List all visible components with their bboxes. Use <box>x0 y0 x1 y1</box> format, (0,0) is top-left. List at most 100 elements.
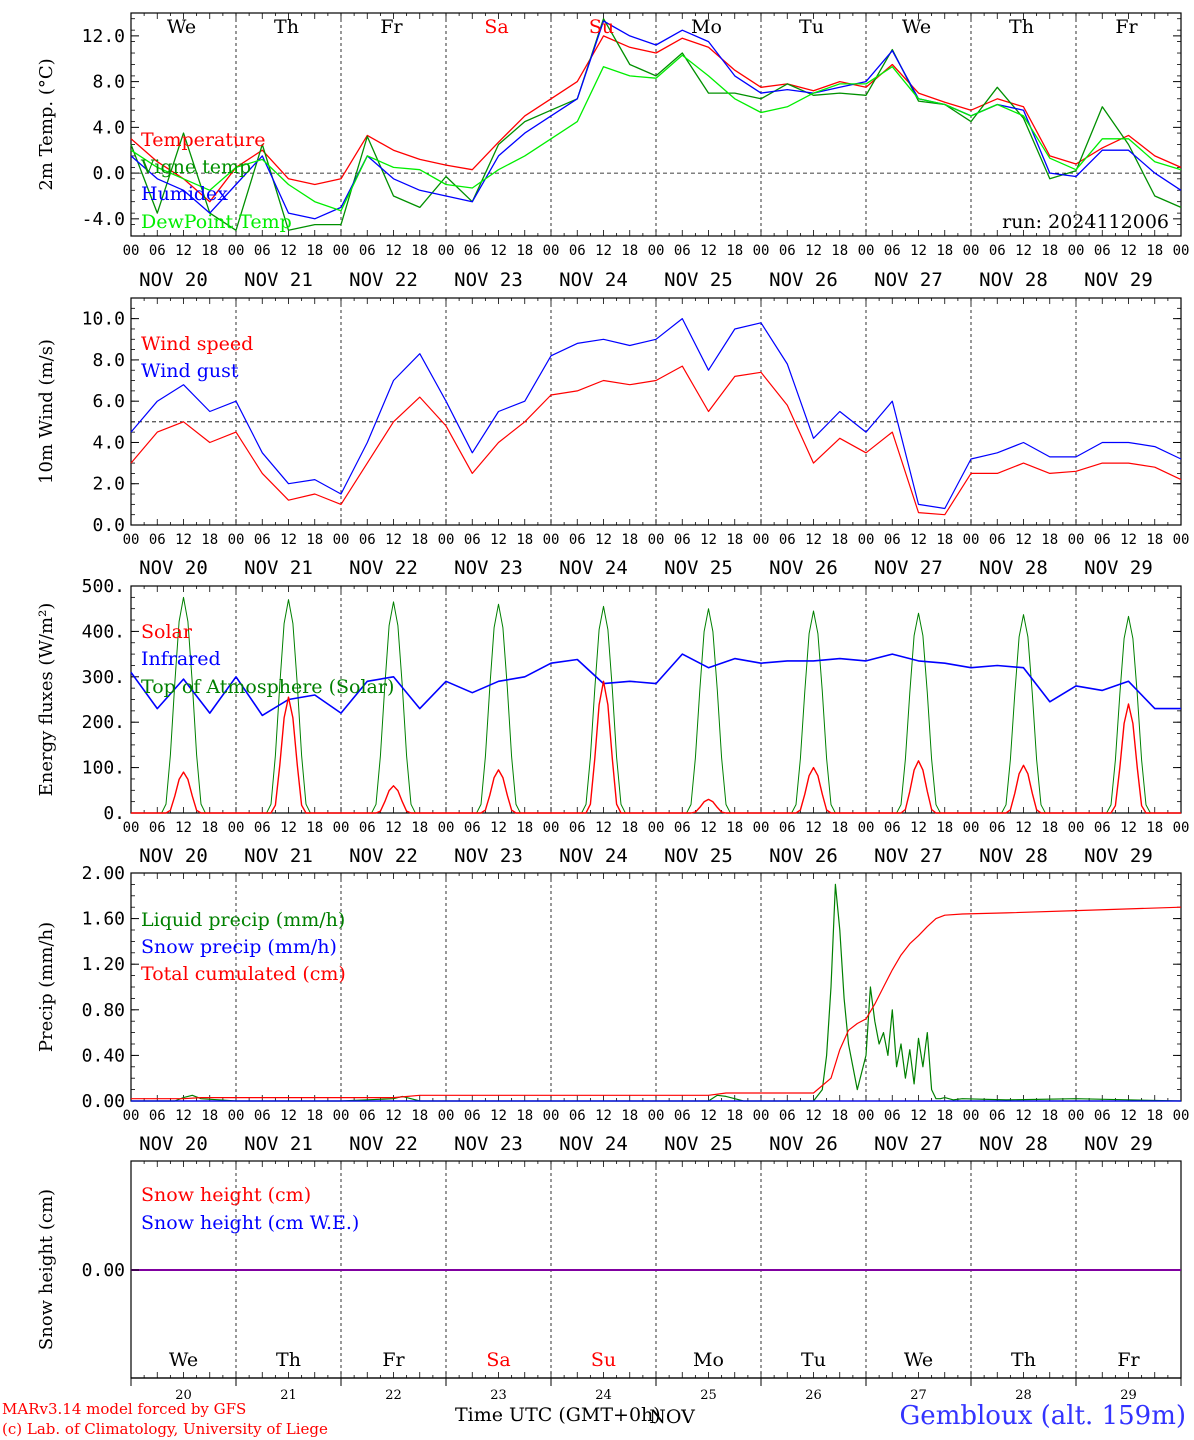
legend-entry: Liquid precip (mm/h) <box>141 909 345 931</box>
hour-tick-label: 18 <box>1041 243 1058 259</box>
panel-2: 0.0 2.0 4.0 6.0 8.0 10.0 10m Wind (m/s) 00 06 12 1… <box>36 297 1189 579</box>
date-label: NOV 21 <box>244 557 313 579</box>
date-label: NOV 26 <box>769 557 838 579</box>
y-tick-label: 8.0 <box>92 350 125 371</box>
date-label: NOV 23 <box>454 845 523 867</box>
hour-tick-label: 00 <box>1173 820 1190 836</box>
hour-tick-label: 06 <box>569 532 586 548</box>
hour-tick-label: 12 <box>595 532 612 548</box>
hour-tick-label: 06 <box>464 532 481 548</box>
hour-tick-label: 00 <box>543 1108 560 1124</box>
y-tick-label: 1.20 <box>82 954 125 975</box>
day-number-label: 24 <box>595 1388 612 1403</box>
hour-tick-label: 00 <box>648 820 665 836</box>
hour-tick-label: 00 <box>333 820 350 836</box>
hour-tick-label: 06 <box>359 820 376 836</box>
hour-tick-label: 00 <box>333 243 350 259</box>
y-tick-label: 200. <box>82 712 125 733</box>
hour-tick-label: 18 <box>1146 1108 1163 1124</box>
y-axis-title: Snow height (cm) <box>36 1189 57 1350</box>
hour-tick-label: 00 <box>963 532 980 548</box>
date-label: NOV 26 <box>769 1133 838 1155</box>
hour-tick-label: 00 <box>1173 1108 1190 1124</box>
model-credit: MARv3.14 model forced by GFS <box>2 1400 247 1418</box>
date-label: NOV 22 <box>349 557 418 579</box>
hour-tick-label: 00 <box>963 820 980 836</box>
date-label: NOV 26 <box>769 845 838 867</box>
y-tick-label: 400. <box>82 621 125 642</box>
hour-tick-label: 00 <box>648 532 665 548</box>
y-tick-label: 4.0 <box>92 117 125 138</box>
legend-entry: Humidex <box>141 183 228 205</box>
y-tick-label: 300. <box>82 667 125 688</box>
hour-tick-label: 06 <box>569 1108 586 1124</box>
y-tick-label: 1.60 <box>82 909 125 930</box>
hour-tick-label: 18 <box>201 820 218 836</box>
hour-tick-label: 00 <box>333 532 350 548</box>
legend-entry: Solar <box>141 621 193 643</box>
date-label: NOV 26 <box>769 269 838 291</box>
hour-tick-label: 12 <box>700 532 717 548</box>
legend-entry: Snow height (cm) <box>141 1184 311 1206</box>
y-tick-label: 0. <box>103 803 125 824</box>
hour-tick-label: 06 <box>989 532 1006 548</box>
hour-tick-label: 18 <box>726 532 743 548</box>
hour-tick-label: 12 <box>385 1108 402 1124</box>
hour-tick-label: 12 <box>1120 1108 1137 1124</box>
hour-tick-label: 00 <box>123 243 140 259</box>
hour-tick-label: 18 <box>621 532 638 548</box>
y-tick-label: 12.0 <box>82 26 125 47</box>
date-label: NOV 24 <box>559 845 628 867</box>
date-label: NOV 20 <box>139 1133 208 1155</box>
hour-tick-label: 00 <box>543 820 560 836</box>
y-axis-title: 10m Wind (m/s) <box>36 339 57 484</box>
hour-tick-label: 18 <box>936 820 953 836</box>
date-label: NOV 27 <box>874 269 943 291</box>
date-label: NOV 28 <box>979 1133 1048 1155</box>
hour-tick-label: 18 <box>306 1108 323 1124</box>
y-tick-label: 0.00 <box>82 1260 125 1281</box>
hour-tick-label: 18 <box>516 820 533 836</box>
legend-entry: Infrared <box>141 648 221 670</box>
day-number-label: 26 <box>805 1388 822 1403</box>
legend-entry: Vigne temp <box>140 156 251 178</box>
hour-tick-label: 12 <box>910 820 927 836</box>
hour-tick-label: 00 <box>1068 243 1085 259</box>
hour-tick-label: 00 <box>753 243 770 259</box>
legend-entry: Top of Atmosphere (Solar) <box>141 676 394 698</box>
weekday-label-top: Su <box>589 16 614 38</box>
hour-tick-label: 18 <box>1041 532 1058 548</box>
panel-3: 0. 100. 200. 300. 400. 500. Energy fluxes (W/m… <box>36 576 1189 867</box>
hour-tick-label: 06 <box>149 820 166 836</box>
date-label: NOV 25 <box>664 269 733 291</box>
hour-tick-label: 00 <box>1173 243 1190 259</box>
lab-credit: (c) Lab. of Climatology, University of L… <box>2 1420 328 1438</box>
hour-tick-label: 18 <box>831 820 848 836</box>
y-tick-label: 2.00 <box>82 863 125 884</box>
legend-entry: DewPoint Temp <box>141 211 292 233</box>
hour-tick-label: 06 <box>884 243 901 259</box>
day-number-label: 28 <box>1015 1388 1032 1403</box>
hour-tick-label: 12 <box>700 820 717 836</box>
y-tick-label: 2.0 <box>92 474 125 495</box>
hour-tick-label: 06 <box>359 243 376 259</box>
y-tick-label: 0.0 <box>92 163 125 184</box>
hour-tick-label: 18 <box>621 820 638 836</box>
hour-tick-label: 00 <box>123 1108 140 1124</box>
hour-tick-label: 12 <box>280 820 297 836</box>
hour-tick-label: 12 <box>1120 243 1137 259</box>
hour-tick-label: 12 <box>595 820 612 836</box>
date-label: NOV 20 <box>139 269 208 291</box>
hour-tick-label: 18 <box>621 1108 638 1124</box>
hour-tick-label: 06 <box>254 243 271 259</box>
hour-tick-label: 06 <box>779 1108 796 1124</box>
hour-tick-label: 12 <box>805 243 822 259</box>
hour-tick-label: 00 <box>648 243 665 259</box>
hour-tick-label: 06 <box>569 243 586 259</box>
date-label: NOV 28 <box>979 845 1048 867</box>
hour-tick-label: 12 <box>280 243 297 259</box>
day-number-label: 27 <box>910 1388 927 1403</box>
hour-tick-label: 12 <box>385 532 402 548</box>
y-axis-title: 2m Temp. (°C) <box>36 58 57 190</box>
